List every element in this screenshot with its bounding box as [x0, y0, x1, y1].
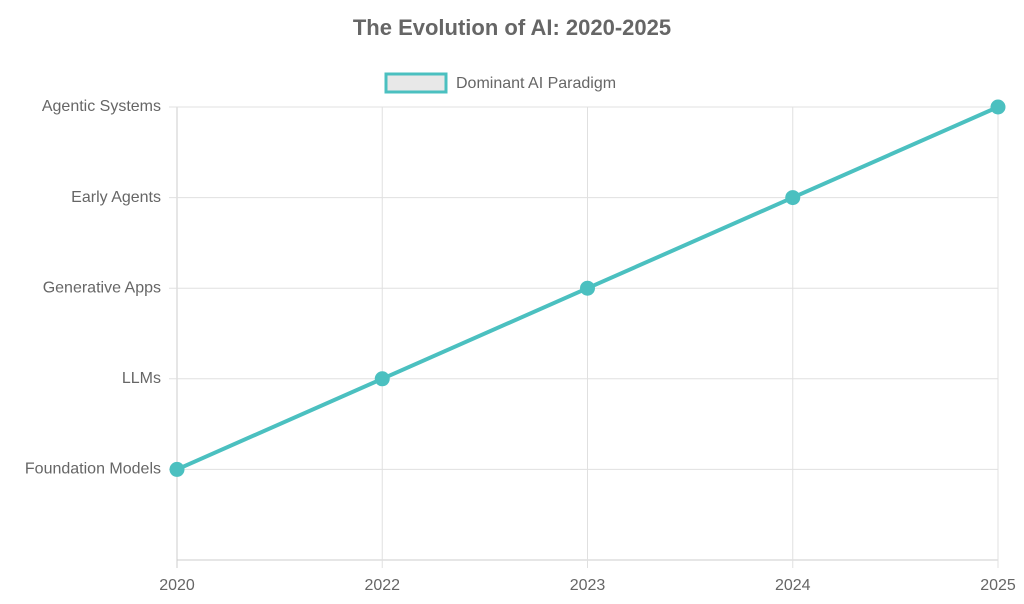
- y-tick-label: Agentic Systems: [42, 98, 161, 115]
- point: [785, 190, 801, 206]
- x-tick-label: 2023: [570, 577, 606, 594]
- x-tick-label: 2025: [980, 577, 1016, 594]
- point: [580, 280, 595, 296]
- x-tick-label: 2024: [775, 577, 811, 594]
- legend-label: Dominant AI Paradigm: [456, 75, 616, 92]
- y-tick-label: LLMs: [122, 370, 161, 387]
- x-tick-label: 2020: [159, 577, 195, 594]
- legend-swatch: [384, 72, 448, 94]
- point: [169, 461, 185, 477]
- chart-title: The Evolution of AI: 2020-2025: [353, 15, 671, 40]
- y-tick-label: Foundation Models: [25, 461, 161, 478]
- point: [990, 99, 1006, 115]
- x-tick-label: 2022: [364, 577, 400, 594]
- y-tick-label: Early Agents: [71, 189, 161, 206]
- y-tick-label: Generative Apps: [43, 279, 161, 296]
- point: [374, 371, 390, 387]
